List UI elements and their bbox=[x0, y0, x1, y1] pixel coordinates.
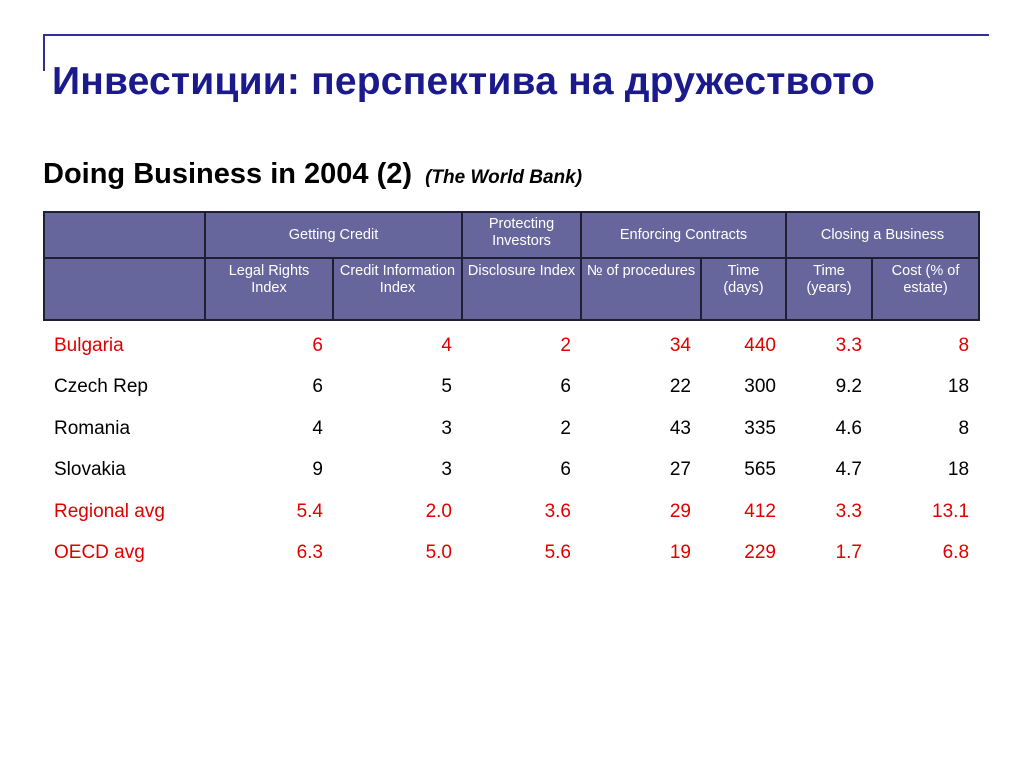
value-cell: 3.6 bbox=[544, 500, 571, 522]
value-cell: 19 bbox=[669, 542, 691, 564]
table-row: Bulgaria 6 4 2 34 440 3.3 8 bbox=[44, 320, 979, 367]
value-cell: 34 bbox=[669, 334, 691, 356]
value-cell: 2 bbox=[560, 334, 571, 356]
value-cell: 3 bbox=[441, 417, 452, 439]
value-cell: 8 bbox=[958, 334, 970, 356]
value-cell: 229 bbox=[744, 542, 776, 564]
group-header-row: Getting Credit Protecting Investors Enfo… bbox=[43, 211, 981, 259]
value-cell: 13.1 bbox=[932, 500, 970, 522]
value-cell: 3 bbox=[441, 459, 452, 481]
value-cell: 22 bbox=[669, 376, 691, 398]
value-cell: 18 bbox=[947, 459, 970, 481]
table-body: Bulgaria 6 4 2 34 440 3.3 8 Czech Rep 6 5 6 22 300 9.2… bbox=[44, 320, 979, 574]
doing-business-table: Getting Credit Protecting Investors Enfo… bbox=[43, 211, 981, 574]
country-cell: Regional avg bbox=[54, 500, 165, 522]
table-row: Slovakia 9 3 6 27 565 4.7 18 bbox=[44, 450, 979, 492]
value-cell: 3.3 bbox=[835, 334, 862, 356]
value-cell: 27 bbox=[669, 459, 691, 481]
value-cell: 5.4 bbox=[296, 500, 323, 522]
value-cell: 565 bbox=[744, 459, 776, 481]
corner-header-cell bbox=[43, 257, 206, 321]
table-row: Czech Rep 6 5 6 22 300 9.2 18 bbox=[44, 367, 979, 409]
group-header-enforcing-contracts: Enforcing Contracts bbox=[580, 211, 787, 259]
value-cell: 4.6 bbox=[835, 417, 862, 439]
subtitle-text: Doing Business in 2004 (2) bbox=[43, 158, 413, 190]
value-cell: 3.3 bbox=[835, 500, 862, 522]
value-cell: 43 bbox=[669, 417, 691, 439]
column-header-row: Legal Rights Index Credit Information In… bbox=[43, 257, 981, 321]
column-header-legal-rights: Legal Rights Index bbox=[204, 257, 334, 321]
value-cell: 6.3 bbox=[296, 542, 323, 564]
value-cell: 300 bbox=[744, 376, 776, 398]
value-cell: 6 bbox=[312, 376, 323, 398]
value-cell: 440 bbox=[744, 334, 776, 356]
column-header-cost: Cost (% of estate) bbox=[870, 257, 981, 321]
value-cell: 6 bbox=[560, 376, 571, 398]
table-row: Romania 4 3 2 43 335 4.6 8 bbox=[44, 408, 979, 450]
value-cell: 5.0 bbox=[425, 542, 452, 564]
value-cell: 2 bbox=[560, 417, 571, 439]
value-cell: 412 bbox=[744, 500, 776, 522]
country-cell: Bulgaria bbox=[54, 334, 124, 356]
value-cell: 5 bbox=[441, 376, 452, 398]
country-cell: Czech Rep bbox=[54, 376, 148, 398]
value-cell: 8 bbox=[958, 417, 970, 439]
value-cell: 9.2 bbox=[835, 376, 862, 398]
value-cell: 18 bbox=[947, 376, 970, 398]
value-cell: 5.6 bbox=[544, 542, 571, 564]
frame-left-line bbox=[43, 34, 45, 71]
column-header-time-days: Time (days) bbox=[700, 257, 787, 321]
column-header-disclosure: Disclosure Index bbox=[461, 257, 582, 321]
country-cell: Slovakia bbox=[54, 459, 126, 481]
value-cell: 4 bbox=[441, 334, 452, 356]
value-cell: 6 bbox=[312, 334, 323, 356]
slide-title: Инвестиции: перспектива на дружеството bbox=[52, 60, 876, 103]
table-row: Regional avg 5.4 2.0 3.6 29 412 3.3 13.1 bbox=[44, 491, 979, 533]
value-cell: 4.7 bbox=[835, 459, 862, 481]
corner-header-cell bbox=[43, 211, 206, 259]
frame-top-line bbox=[43, 34, 989, 36]
value-cell: 4 bbox=[312, 417, 323, 439]
country-cell: Romania bbox=[54, 417, 131, 439]
group-header-protecting-investors: Protecting Investors bbox=[461, 211, 582, 259]
table-row: OECD avg 6.3 5.0 5.6 19 229 1.7 6.8 bbox=[44, 533, 979, 575]
value-cell: 6.8 bbox=[942, 542, 970, 564]
value-cell: 9 bbox=[312, 459, 323, 481]
slide-subtitle: Doing Business in 2004 (2) (The World Ba… bbox=[43, 158, 582, 191]
value-cell: 6 bbox=[560, 459, 571, 481]
group-header-closing-business: Closing a Business bbox=[784, 211, 981, 259]
country-cell: OECD avg bbox=[54, 542, 145, 564]
column-header-procedures: № of procedures bbox=[580, 257, 702, 321]
column-header-time-years: Time (years) bbox=[785, 257, 873, 321]
subtitle-source: (The World Bank) bbox=[425, 167, 583, 188]
value-cell: 29 bbox=[669, 500, 691, 522]
column-header-credit-info: Credit Information Index bbox=[332, 257, 463, 321]
value-cell: 2.0 bbox=[425, 500, 452, 522]
group-header-getting-credit: Getting Credit bbox=[204, 211, 463, 259]
value-cell: 335 bbox=[744, 417, 776, 439]
value-cell: 1.7 bbox=[835, 542, 862, 564]
